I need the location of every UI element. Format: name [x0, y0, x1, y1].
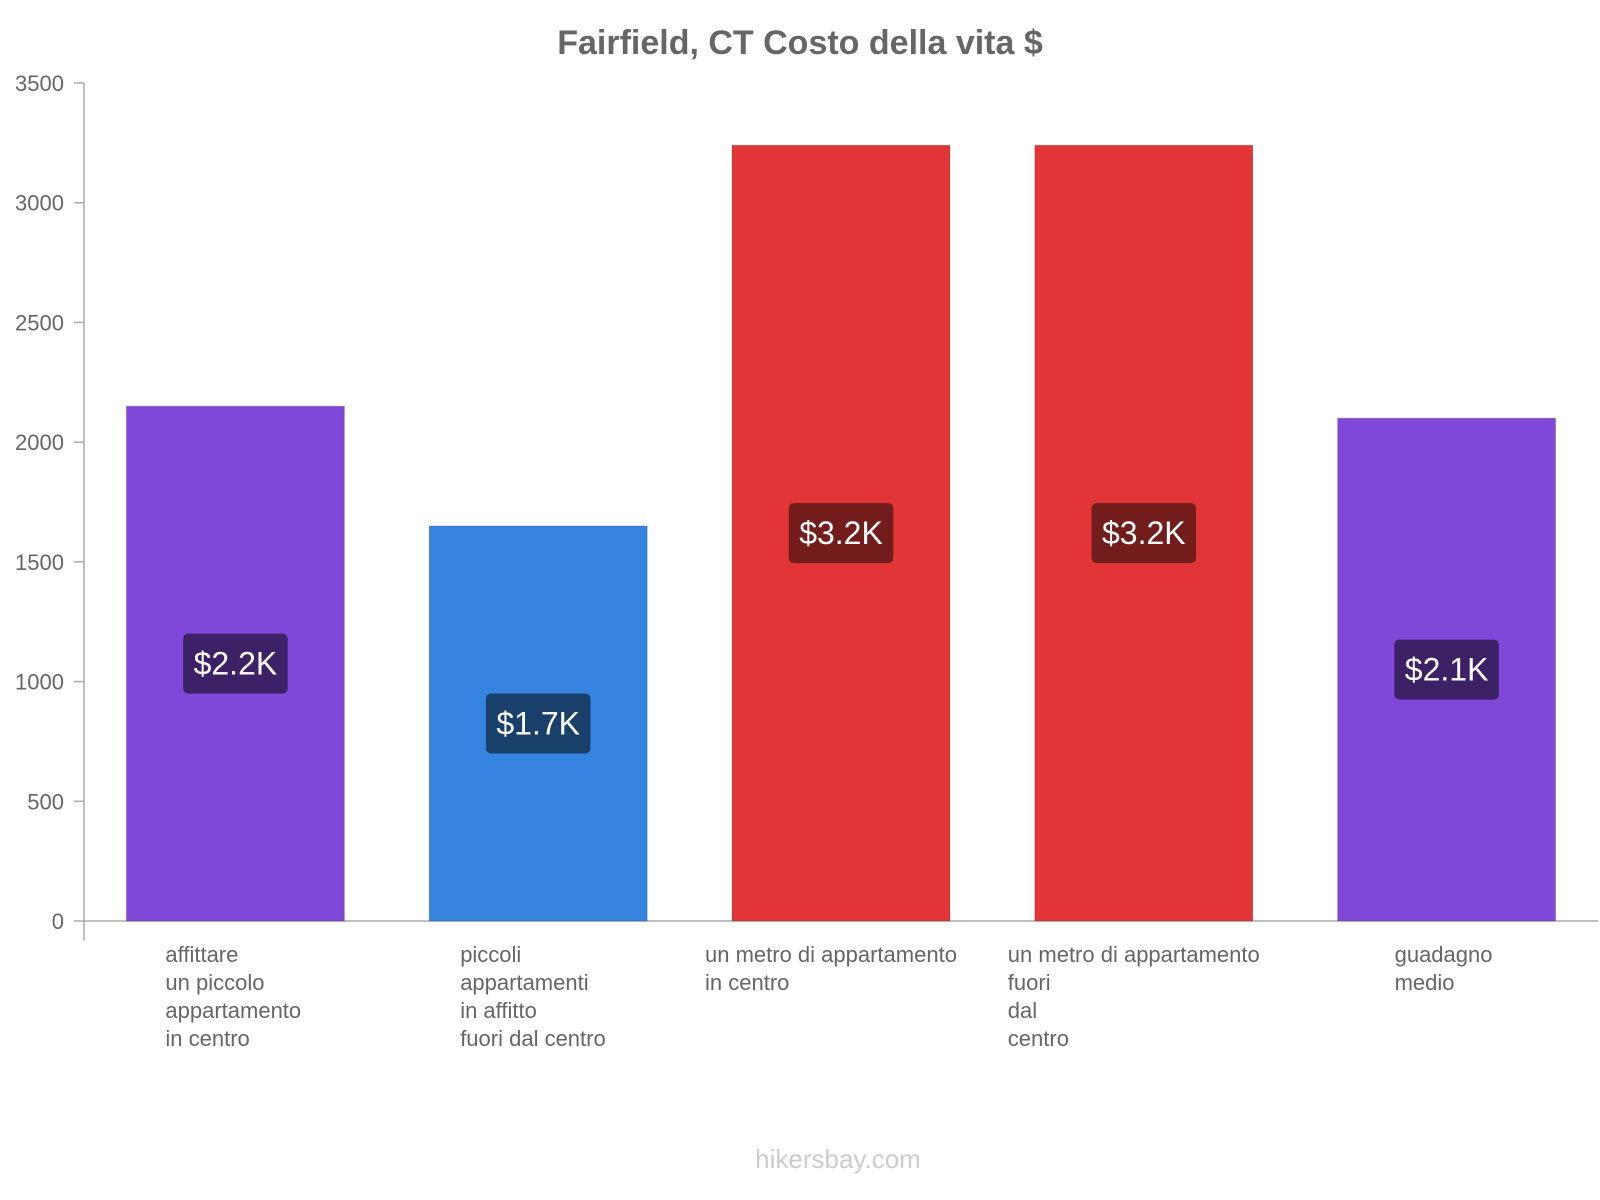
category-label-line: affittare	[165, 942, 238, 967]
category-label-line: fuori	[1008, 970, 1051, 995]
y-tick-label: 0	[52, 909, 64, 934]
value-label-box	[1091, 503, 1197, 564]
chart-title: Fairfield, CT Costo della vita $	[557, 24, 1043, 62]
category-label-line: fuori dal centro	[460, 1026, 606, 1051]
value-label: $1.7K	[496, 705, 580, 741]
value-label: $3.2K	[1102, 515, 1186, 551]
category-label-line: dal	[1008, 998, 1037, 1023]
category-label-line: un metro di appartamento	[705, 942, 957, 967]
category-label-line: medio	[1395, 970, 1455, 995]
category-label-line: piccoli	[460, 942, 521, 967]
y-axis: 0 500 1000 1500 2000 2500 3000 3500	[15, 71, 85, 940]
category-label-line: in affitto	[460, 998, 537, 1023]
category-labels: affittare un piccolo appartamento in centro…	[165, 942, 1492, 1051]
y-tick-label: 2000	[15, 430, 64, 455]
category-label-line: appartamento	[165, 998, 301, 1023]
category-label: piccoli appartamenti in affitto fuori dal c…	[460, 942, 606, 1051]
category-label: un metro di appartamento in centro	[705, 942, 957, 995]
watermark: hikersbay.com	[755, 1144, 921, 1174]
value-labels: $2.2K $1.7K $3.2K $3.2K $2.1K	[183, 503, 1499, 754]
category-label-line: in centro	[705, 970, 789, 995]
y-tick-label: 3000	[15, 191, 64, 216]
category-label-line: un metro di appartamento	[1008, 942, 1260, 967]
category-label: affittare un piccolo appartamento in centro	[165, 942, 301, 1051]
value-label: $2.1K	[1405, 652, 1489, 688]
category-label: un metro di appartamento fuori dal centro	[1008, 942, 1260, 1051]
y-tick-label: 1000	[15, 670, 64, 695]
category-label-line: in centro	[165, 1026, 249, 1051]
category-label: guadagno medio	[1395, 942, 1493, 995]
category-label-line: un piccolo	[165, 970, 264, 995]
value-label-box	[485, 693, 591, 754]
value-label-box	[183, 633, 288, 694]
category-label-line: centro	[1008, 1026, 1069, 1051]
value-label: $2.2K	[194, 646, 278, 682]
y-tick-label: 1500	[15, 550, 64, 575]
y-tick-label: 500	[27, 789, 64, 814]
value-label-box	[1394, 639, 1499, 700]
category-label-line: appartamenti	[460, 970, 588, 995]
value-label: $3.2K	[799, 515, 883, 551]
value-label-box	[788, 503, 894, 564]
category-label-line: guadagno	[1395, 942, 1493, 967]
y-tick-label: 2500	[15, 310, 64, 335]
y-tick-label: 3500	[15, 71, 64, 96]
